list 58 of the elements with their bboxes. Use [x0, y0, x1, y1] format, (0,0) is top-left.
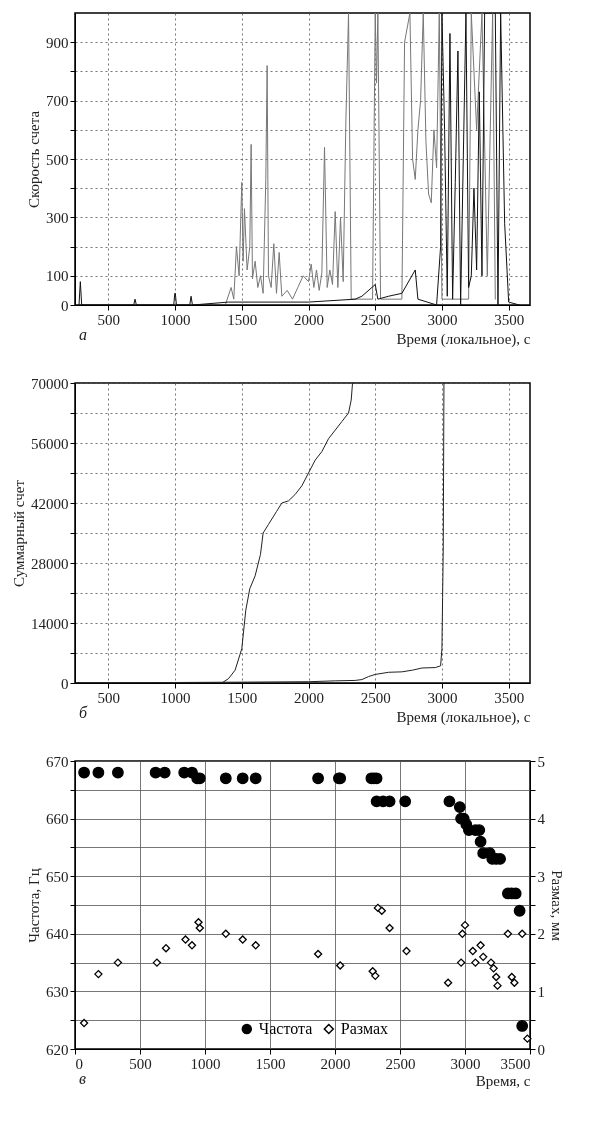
x-tick-label: 3500 — [500, 1055, 531, 1072]
x-tick-label: 3500 — [494, 689, 525, 706]
y2-axis-title: Размах, мм — [549, 870, 565, 942]
y-tick-label: 500 — [46, 151, 69, 168]
y-axis-title: Суммарный счет — [11, 479, 27, 587]
x-tick-label: 3500 — [494, 311, 525, 328]
y2-tick-label: 4 — [537, 811, 546, 828]
legend-label: Частота — [258, 1020, 313, 1037]
x-tick-label: 2500 — [385, 1055, 416, 1072]
y-tick-label: 28000 — [31, 555, 69, 572]
x-tick-label: 2500 — [360, 311, 391, 328]
text: б — [79, 704, 88, 721]
y-tick-label: 56000 — [31, 435, 69, 452]
x-tick-label: 500 — [97, 311, 121, 328]
y-tick-label: 14000 — [31, 615, 69, 632]
x-tick-label: 500 — [97, 689, 121, 706]
y2-tick-label: 0 — [537, 1041, 545, 1058]
x-tick-label: 3000 — [427, 689, 458, 706]
y-axis-title: Скорость счета — [26, 110, 42, 209]
y-tick-label: 70000 — [31, 375, 69, 392]
y2-tick-label: 3 — [537, 868, 545, 885]
x-tick-label: 3000 — [427, 311, 458, 328]
x-tick-label: 2000 — [294, 311, 324, 328]
y-tick-label: 100 — [46, 268, 69, 285]
y-tick-label: 300 — [46, 209, 69, 226]
x-tick-label: 1500 — [255, 1055, 286, 1072]
x-axis-title: Время, с — [475, 1072, 531, 1089]
x-tick-label: 1500 — [227, 311, 258, 328]
x-tick-label: 3000 — [450, 1055, 481, 1072]
x-tick-label: 2000 — [294, 689, 324, 706]
y-tick-label: 700 — [46, 93, 69, 110]
x-axis-title: Время (локальное), с — [396, 708, 531, 726]
x-tick-label: 0 — [75, 1055, 83, 1072]
y-tick-label: 900 — [46, 34, 69, 51]
x-axis-title: Время (локальное), с — [396, 330, 531, 348]
y-tick-label: 630 — [46, 983, 69, 1000]
x-tick-label: 2000 — [320, 1055, 351, 1072]
y-tick-label: 42000 — [31, 495, 69, 512]
y-tick-label: 650 — [46, 868, 69, 885]
y2-tick-label: 1 — [537, 983, 545, 1000]
y-tick-label: 0 — [61, 675, 69, 692]
y2-tick-label: 5 — [537, 753, 545, 770]
x-tick-label: 2500 — [360, 689, 391, 706]
y-tick-label: 660 — [46, 811, 69, 828]
text: а — [79, 326, 87, 343]
x-tick-label: 500 — [129, 1055, 152, 1072]
x-tick-label: 1500 — [227, 689, 258, 706]
y-tick-label: 0 — [61, 297, 69, 314]
y-tick-label: 620 — [46, 1041, 69, 1058]
legend-label: Размах — [340, 1020, 389, 1037]
text: в — [79, 1070, 86, 1087]
y-axis-title: Частота, Гц — [26, 868, 42, 943]
y-tick-label: 640 — [46, 926, 69, 943]
x-tick-label: 1000 — [160, 311, 191, 328]
x-tick-label: 1000 — [160, 689, 191, 706]
x-tick-label: 1000 — [190, 1055, 221, 1072]
y-tick-label: 670 — [46, 753, 69, 770]
y2-tick-label: 2 — [537, 926, 545, 943]
